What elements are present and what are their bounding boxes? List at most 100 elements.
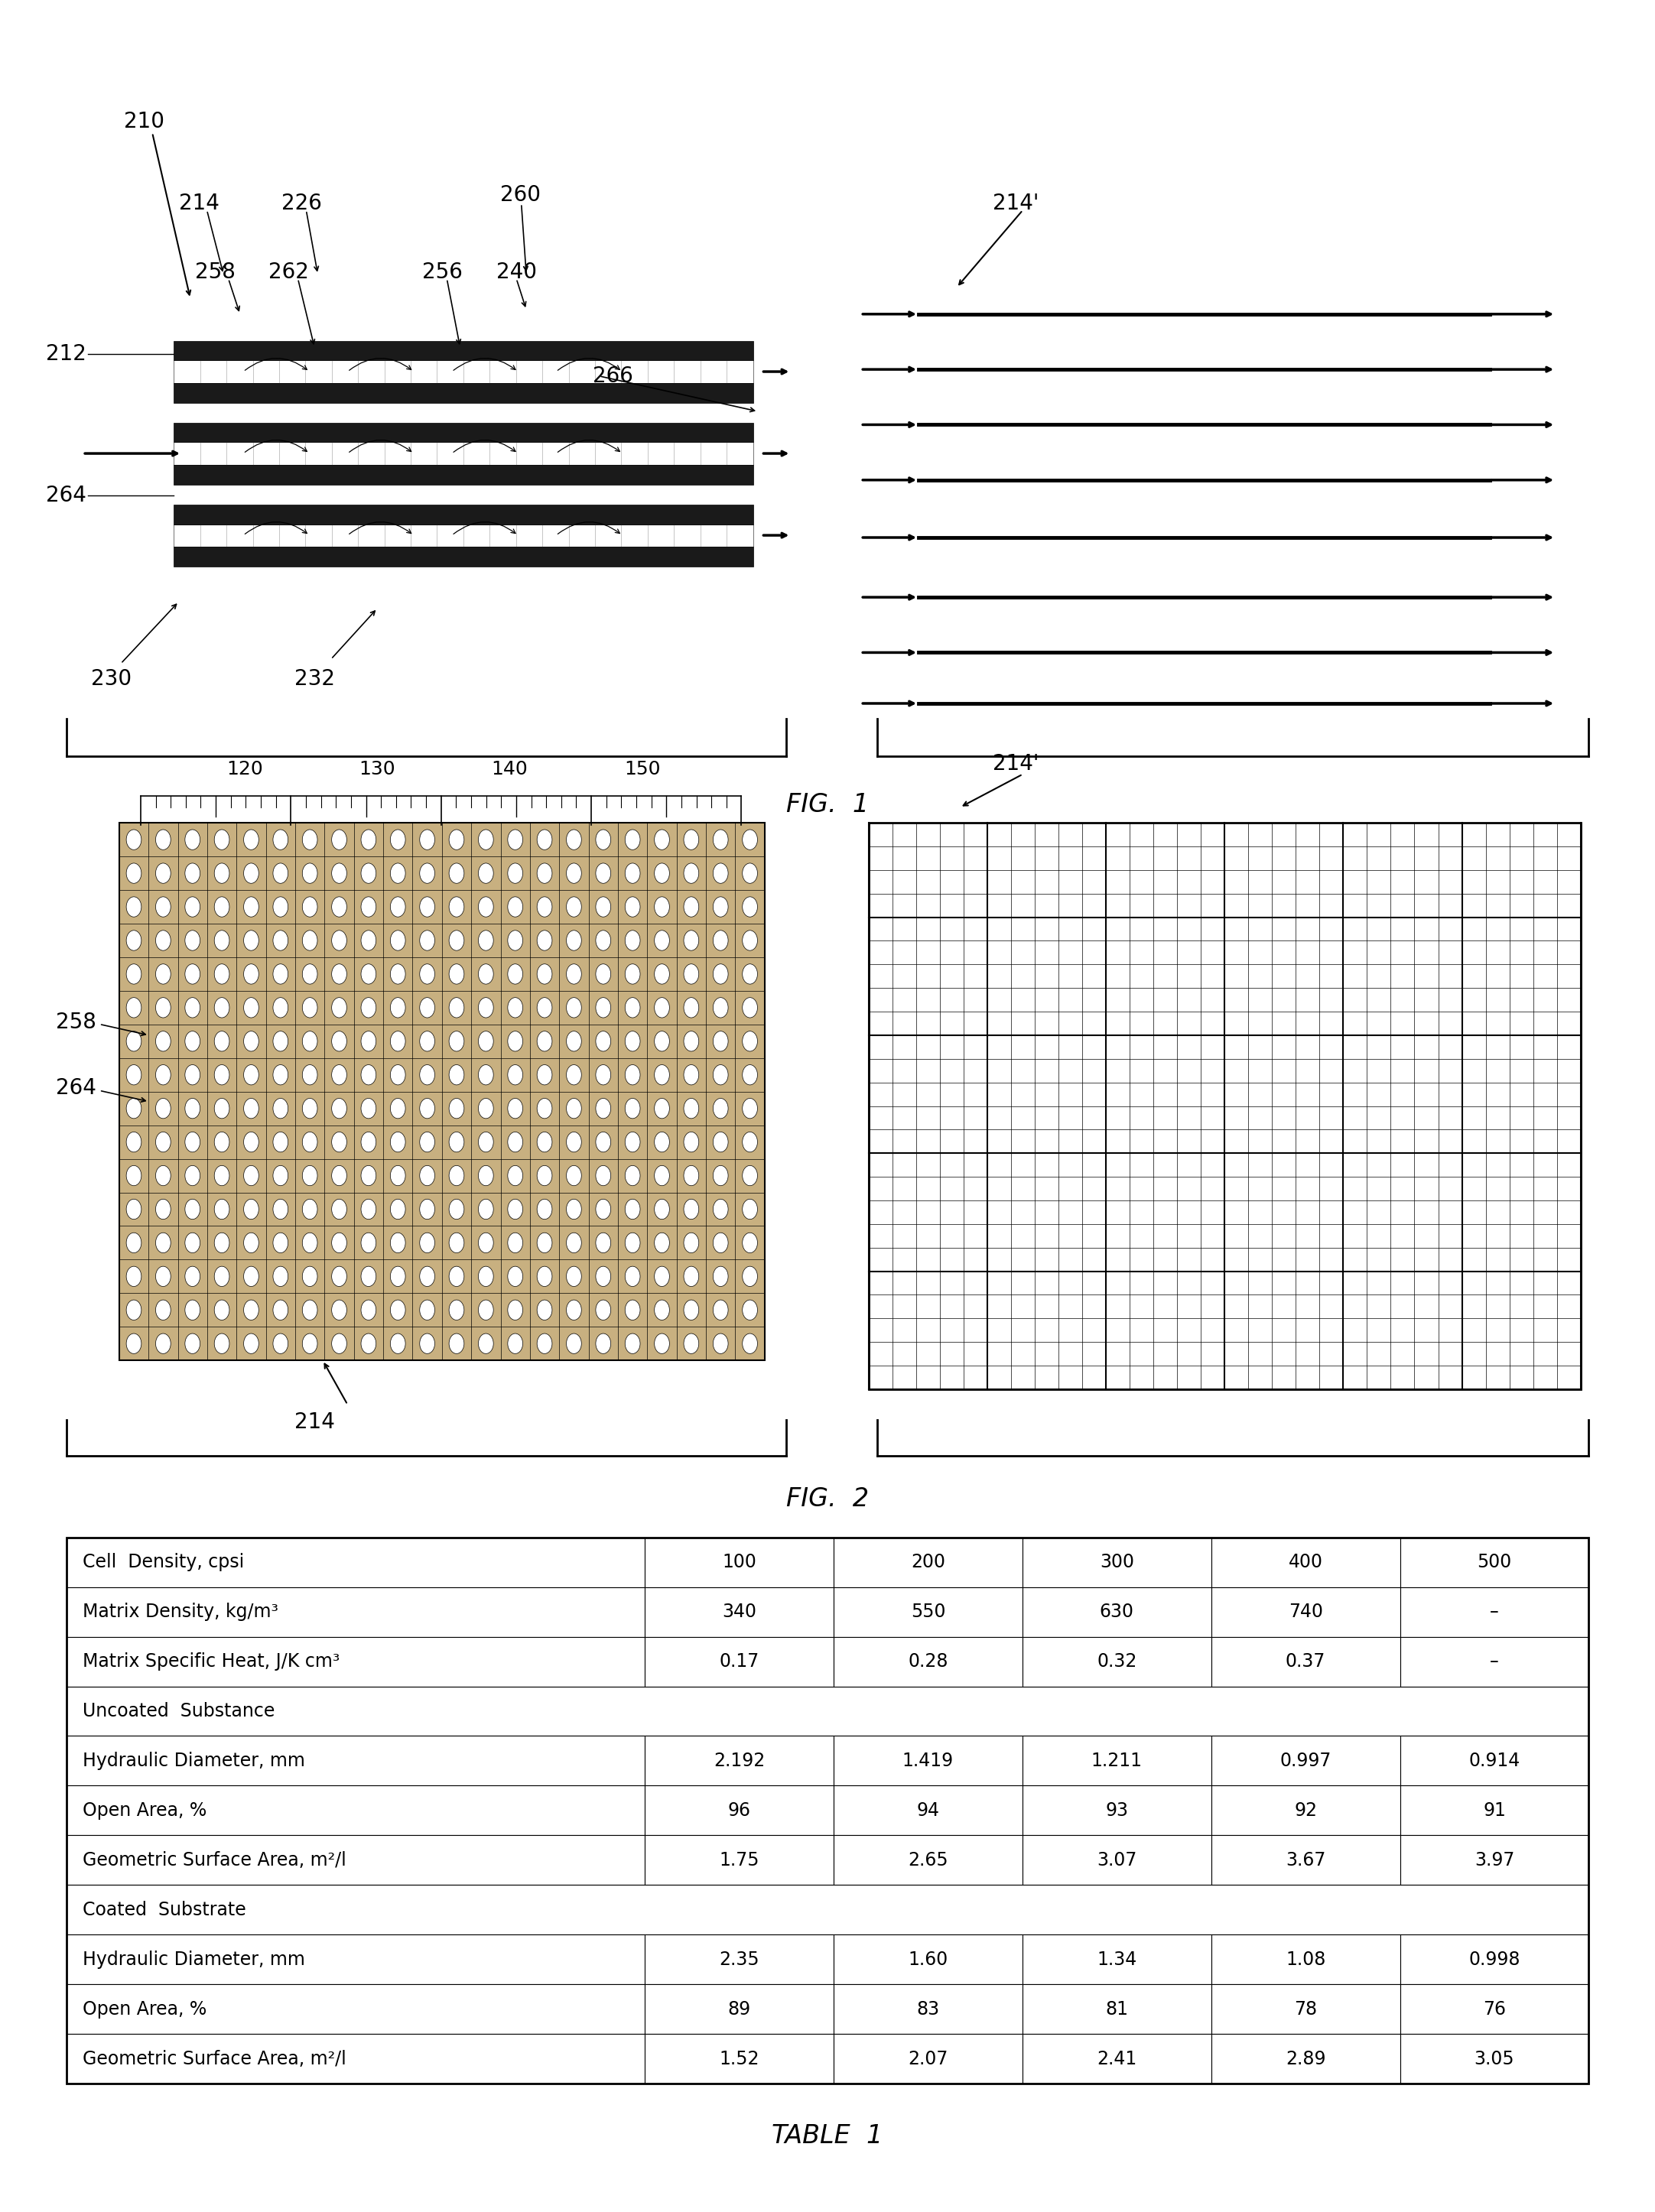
Circle shape (243, 1099, 258, 1119)
Circle shape (391, 1099, 405, 1119)
Circle shape (391, 1166, 405, 1186)
Circle shape (626, 1301, 640, 1321)
Text: Matrix Density, kg/m³: Matrix Density, kg/m³ (83, 1604, 278, 1621)
Bar (66, 1637, 645, 1686)
Text: FIG.  2: FIG. 2 (786, 1486, 869, 1511)
Circle shape (536, 1301, 553, 1321)
Circle shape (420, 863, 435, 883)
Circle shape (331, 830, 348, 849)
Circle shape (243, 1133, 258, 1152)
Circle shape (185, 1265, 200, 1287)
Text: 0.28: 0.28 (909, 1652, 948, 1670)
Circle shape (156, 1334, 170, 1354)
Circle shape (508, 1133, 523, 1152)
Circle shape (713, 1334, 728, 1354)
Text: 0.997: 0.997 (1279, 1752, 1331, 1770)
Circle shape (361, 1166, 376, 1186)
Circle shape (478, 1064, 493, 1084)
Circle shape (303, 998, 318, 1018)
Circle shape (126, 1031, 141, 1051)
Circle shape (478, 896, 493, 918)
Circle shape (478, 1232, 493, 1252)
Text: Coated  Substrate: Coated Substrate (83, 1900, 247, 1920)
Circle shape (156, 863, 170, 883)
Circle shape (596, 931, 611, 951)
Circle shape (420, 1064, 435, 1084)
Text: –: – (1490, 1652, 1499, 1670)
Bar (645, 1586, 834, 1637)
Circle shape (391, 830, 405, 849)
Circle shape (508, 1301, 523, 1321)
Circle shape (684, 1031, 698, 1051)
Bar (1023, 1936, 1211, 1984)
Text: 1.211: 1.211 (1091, 1752, 1142, 1770)
Circle shape (743, 1064, 758, 1084)
Circle shape (185, 1133, 200, 1152)
Circle shape (654, 931, 670, 951)
Circle shape (126, 1166, 141, 1186)
Circle shape (596, 1099, 611, 1119)
Circle shape (420, 1099, 435, 1119)
Bar (66, 1984, 645, 2035)
Circle shape (654, 830, 670, 849)
Circle shape (478, 863, 493, 883)
Circle shape (185, 998, 200, 1018)
Bar (1023, 1984, 1211, 2035)
Circle shape (273, 1334, 288, 1354)
Circle shape (213, 964, 230, 984)
Circle shape (156, 931, 170, 951)
Circle shape (243, 896, 258, 918)
Circle shape (391, 863, 405, 883)
Text: TABLE  1: TABLE 1 (771, 2124, 884, 2148)
Circle shape (126, 1232, 141, 1252)
Circle shape (185, 830, 200, 849)
Circle shape (156, 1099, 170, 1119)
Circle shape (420, 1265, 435, 1287)
Bar (1211, 1637, 1400, 1686)
Circle shape (449, 1133, 463, 1152)
Circle shape (449, 1166, 463, 1186)
Circle shape (243, 863, 258, 883)
Circle shape (303, 1031, 318, 1051)
Bar (66, 1537, 645, 1586)
Circle shape (654, 1334, 670, 1354)
Circle shape (213, 1099, 230, 1119)
Text: 226: 226 (281, 192, 321, 215)
Circle shape (684, 1334, 698, 1354)
Circle shape (743, 1099, 758, 1119)
Bar (834, 1537, 1023, 1586)
Circle shape (391, 1199, 405, 1219)
Text: 0.914: 0.914 (1468, 1752, 1519, 1770)
Circle shape (126, 1265, 141, 1287)
Circle shape (684, 1265, 698, 1287)
Bar (66, 1686, 1589, 1736)
Bar (1400, 2035, 1589, 2084)
Circle shape (536, 1265, 553, 1287)
Bar (1400, 1836, 1589, 1885)
Circle shape (566, 1064, 581, 1084)
Circle shape (713, 863, 728, 883)
Circle shape (243, 1265, 258, 1287)
Circle shape (566, 1301, 581, 1321)
Circle shape (626, 1064, 640, 1084)
Circle shape (743, 1133, 758, 1152)
Circle shape (126, 896, 141, 918)
Circle shape (626, 964, 640, 984)
Circle shape (713, 896, 728, 918)
Circle shape (743, 1031, 758, 1051)
Circle shape (449, 1334, 463, 1354)
Circle shape (596, 863, 611, 883)
Circle shape (536, 1166, 553, 1186)
Text: 2.89: 2.89 (1286, 2051, 1326, 2068)
Circle shape (243, 830, 258, 849)
Circle shape (449, 998, 463, 1018)
Text: 264: 264 (56, 1077, 96, 1099)
Circle shape (126, 998, 141, 1018)
Bar (645, 1936, 834, 1984)
Text: 0.32: 0.32 (1097, 1652, 1137, 1670)
Circle shape (596, 998, 611, 1018)
Circle shape (185, 931, 200, 951)
Circle shape (684, 1199, 698, 1219)
Circle shape (303, 830, 318, 849)
Bar (1211, 2035, 1400, 2084)
